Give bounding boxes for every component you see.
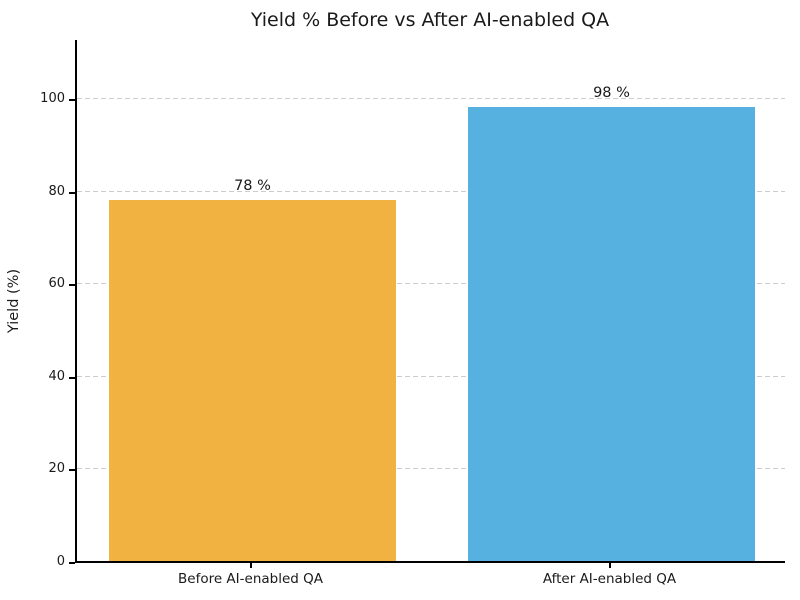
bar-before xyxy=(109,200,396,561)
plot-area: 78 % 98 % xyxy=(75,40,785,563)
gridline-y40 xyxy=(77,375,785,377)
gridline-y20 xyxy=(77,468,785,470)
y-tick-mark-80 xyxy=(69,191,75,194)
y-tick-label-100: 100 xyxy=(40,91,65,107)
y-tick-mark-60 xyxy=(69,284,75,287)
gridline-y60 xyxy=(77,283,785,285)
y-tick-label-20: 20 xyxy=(48,461,65,477)
y-tick-label-0: 0 xyxy=(56,554,65,569)
x-tick-mark-0 xyxy=(249,563,252,568)
y-tick-mark-20 xyxy=(69,469,75,472)
x-tick-label-1: After AI-enabled QA xyxy=(542,571,677,587)
bar-value-label: 98 % xyxy=(593,85,630,102)
y-tick-mark-40 xyxy=(69,376,75,379)
y-tick-mark-100 xyxy=(69,99,75,102)
y-tick-label-80: 80 xyxy=(48,183,65,199)
gridline-y100 xyxy=(77,98,785,100)
gridline-y80 xyxy=(77,190,785,192)
bar-after xyxy=(468,107,755,561)
chart-title: Yield % Before vs After AI-enabled QA xyxy=(250,9,610,31)
y-tick-label-40: 40 xyxy=(48,368,65,384)
x-tick-label-0: Before AI-enabled QA xyxy=(178,571,323,587)
y-tick-label-60: 60 xyxy=(48,276,65,292)
x-tick-mark-1 xyxy=(608,563,611,568)
y-tick-mark-0 xyxy=(69,562,75,564)
bar-value-label: 78 % xyxy=(234,178,271,194)
